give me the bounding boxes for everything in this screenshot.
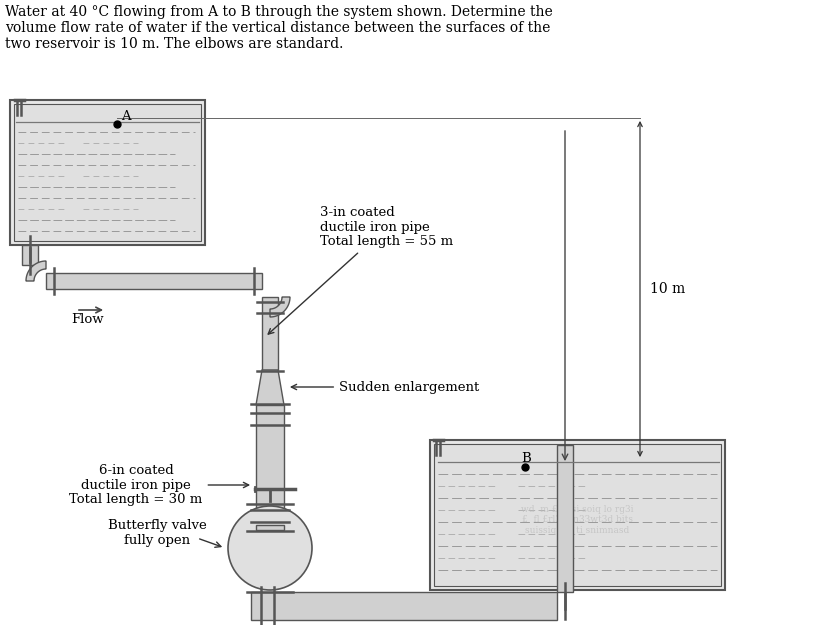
Bar	[256, 405, 284, 530]
Polygon shape	[256, 370, 284, 405]
Bar	[22, 245, 38, 265]
Bar	[46, 273, 262, 289]
Text: Flow: Flow	[71, 313, 104, 326]
Text: Sudden enlargement: Sudden enlargement	[291, 381, 479, 394]
Polygon shape	[26, 261, 46, 281]
Text: B: B	[521, 452, 531, 465]
Bar	[262, 297, 278, 370]
Text: 10 m: 10 m	[650, 282, 685, 296]
Bar	[557, 445, 573, 592]
Text: Water at 40 °C flowing from A to B through the system shown. Determine the
volum: Water at 40 °C flowing from A to B throu…	[5, 5, 553, 51]
Text: A: A	[121, 110, 131, 123]
Circle shape	[228, 506, 312, 590]
Bar	[434, 444, 721, 586]
Text: 3-in coated
ductile iron pipe
Total length = 55 m: 3-in coated ductile iron pipe Total leng…	[268, 206, 453, 334]
Bar	[14, 104, 201, 241]
Text: Butterfly valve
fully open: Butterfly valve fully open	[108, 519, 206, 547]
Bar	[256, 525, 284, 530]
Text: wd  m £.8l si soiq lo rg3i
£  fl £rl3 A n33wt3d bits
suissiq sdt ti snimnasd: wd m £.8l si soiq lo rg3i £ fl £rl3 A n3…	[521, 505, 633, 535]
Bar	[430, 440, 725, 590]
Bar	[10, 100, 205, 245]
Polygon shape	[270, 297, 290, 317]
Bar	[251, 592, 557, 620]
Text: 6-in coated
ductile iron pipe
Total length = 30 m: 6-in coated ductile iron pipe Total leng…	[70, 464, 249, 506]
